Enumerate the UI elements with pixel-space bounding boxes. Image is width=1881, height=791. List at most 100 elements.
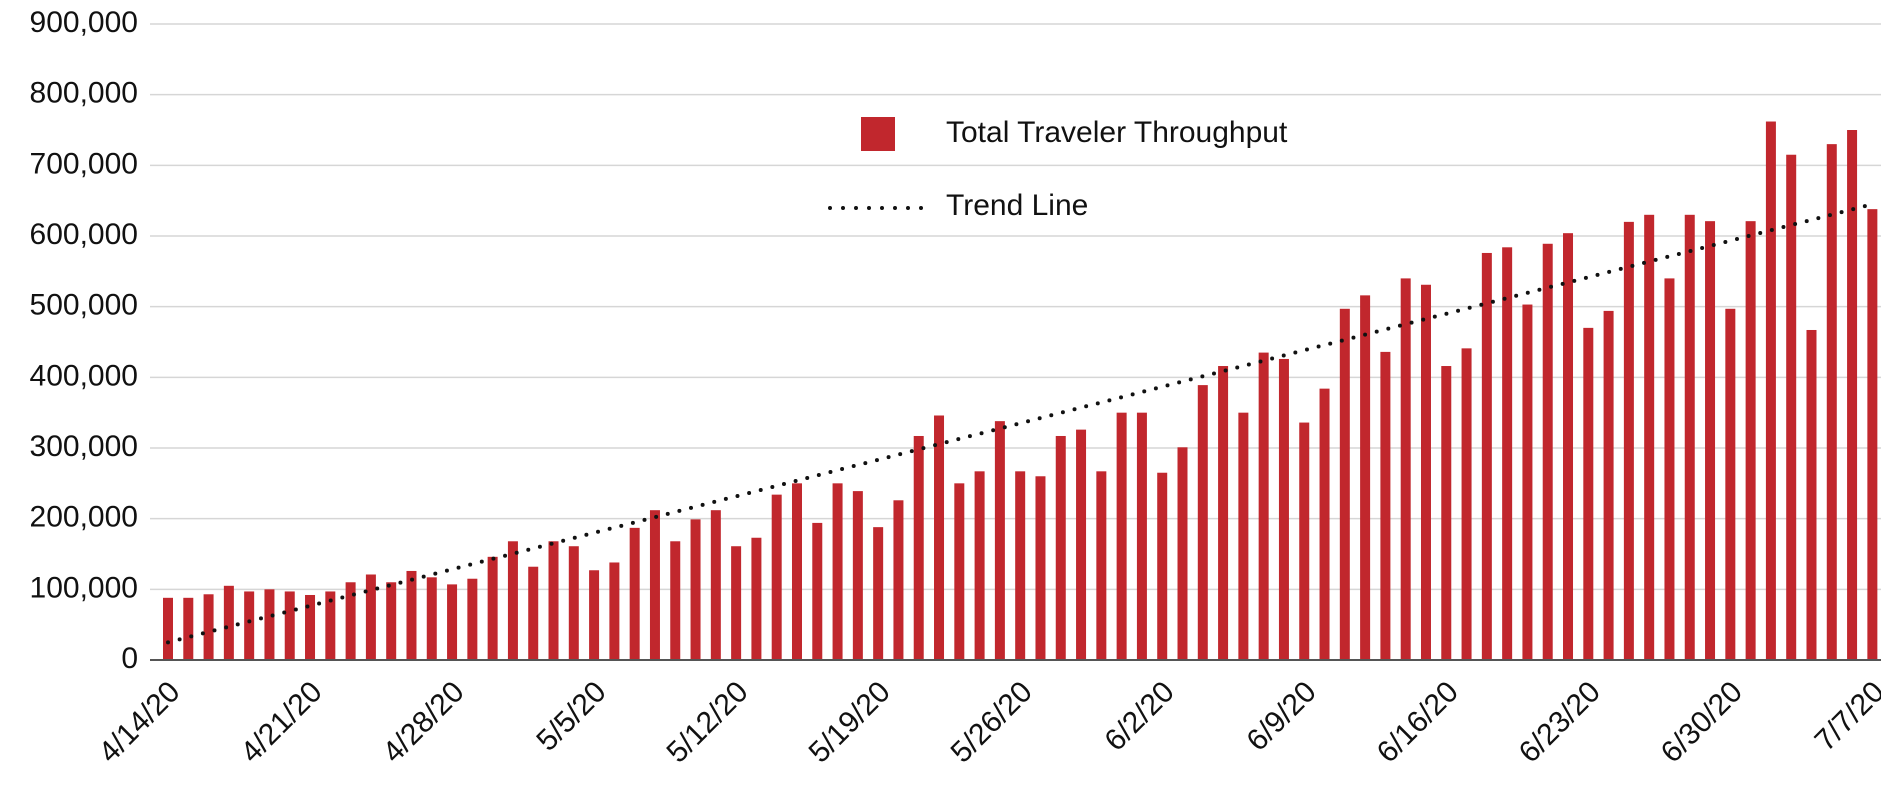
bar	[1867, 209, 1878, 660]
x-tick-label: 7/7/20	[1809, 675, 1881, 757]
bar	[284, 591, 295, 660]
bar	[1522, 304, 1533, 660]
bar	[812, 522, 823, 660]
bar	[325, 591, 336, 660]
bar	[568, 546, 579, 660]
bar	[1603, 310, 1614, 660]
bar	[791, 483, 802, 660]
bar	[1258, 352, 1269, 660]
bar	[1116, 412, 1127, 660]
bar	[1035, 476, 1046, 660]
x-tick-label: 5/5/20	[530, 675, 612, 757]
bar	[1644, 214, 1655, 661]
bar	[771, 494, 782, 660]
bar	[1096, 471, 1107, 660]
bar	[629, 527, 640, 660]
x-tick-label: 4/21/20	[234, 675, 328, 769]
x-tick-label: 6/30/20	[1655, 675, 1749, 769]
bar	[1420, 284, 1431, 660]
bar	[1664, 278, 1675, 660]
y-tick-label: 400,000	[30, 359, 138, 392]
bar	[1542, 243, 1553, 661]
bar	[467, 578, 478, 660]
y-tick-label: 100,000	[30, 571, 138, 604]
bar	[731, 546, 742, 660]
bar	[548, 541, 559, 660]
bar	[1847, 130, 1858, 660]
bar	[1806, 329, 1817, 660]
bar	[203, 594, 214, 660]
bar	[1339, 308, 1350, 660]
bar	[1400, 278, 1411, 660]
bar	[487, 556, 498, 660]
bar	[1623, 221, 1634, 660]
bar	[1441, 366, 1452, 660]
bar	[1481, 252, 1492, 660]
bar	[1502, 247, 1513, 660]
bar	[609, 562, 620, 660]
bar	[852, 491, 863, 660]
bar	[1015, 471, 1026, 660]
bar	[1197, 385, 1208, 660]
bar	[1055, 435, 1066, 660]
y-tick-label: 0	[121, 642, 138, 675]
bar	[1765, 121, 1776, 660]
bar	[365, 574, 376, 660]
x-tick-label: 5/26/20	[945, 675, 1039, 769]
x-tick-label: 6/16/20	[1371, 675, 1465, 769]
bar	[954, 483, 965, 660]
bar	[1684, 214, 1695, 661]
y-tick-label: 500,000	[30, 289, 138, 322]
x-tick-label: 5/19/20	[803, 675, 897, 769]
bar	[589, 570, 600, 660]
bar	[1461, 348, 1472, 660]
bar	[649, 510, 660, 660]
y-tick-label: 700,000	[30, 147, 138, 180]
bar	[832, 483, 843, 660]
bar	[1238, 412, 1249, 660]
bar	[406, 570, 417, 660]
x-tick-label: 6/2/20	[1098, 675, 1180, 757]
bar	[1826, 144, 1837, 661]
bar	[710, 510, 721, 660]
bar	[1583, 327, 1594, 660]
bar	[751, 537, 762, 660]
legend-label: Trend Line	[946, 189, 1088, 222]
bar	[345, 582, 356, 660]
y-tick-label: 200,000	[30, 501, 138, 534]
y-tick-label: 300,000	[30, 430, 138, 463]
bar	[1380, 351, 1391, 660]
bar	[1360, 295, 1371, 660]
bar	[244, 591, 255, 660]
bar	[974, 471, 985, 660]
bar	[447, 584, 458, 660]
bar	[994, 421, 1005, 660]
bar	[264, 589, 275, 660]
bar	[1319, 388, 1330, 660]
x-tick-label: 5/12/20	[661, 675, 755, 769]
x-tick-label: 6/23/20	[1513, 675, 1607, 769]
bar	[1786, 154, 1797, 660]
bar	[1563, 233, 1574, 660]
bar	[1157, 472, 1168, 660]
x-tick-label: 4/28/20	[376, 675, 470, 769]
bar	[873, 527, 884, 660]
bar	[913, 435, 924, 660]
bar	[1278, 358, 1289, 660]
bar	[305, 594, 316, 660]
bar	[690, 519, 701, 660]
legend-swatch	[861, 117, 895, 151]
legend-label: Total Traveler Throughput	[946, 116, 1288, 149]
bar	[507, 541, 518, 660]
bar	[1745, 221, 1756, 660]
bar	[934, 415, 945, 660]
y-tick-label: 900,000	[30, 6, 138, 39]
bar	[1725, 308, 1736, 660]
bar	[426, 577, 437, 660]
bar	[670, 541, 681, 660]
bar	[1136, 412, 1147, 660]
bar	[163, 597, 173, 660]
bar	[1177, 447, 1188, 660]
y-tick-label: 800,000	[30, 77, 138, 110]
